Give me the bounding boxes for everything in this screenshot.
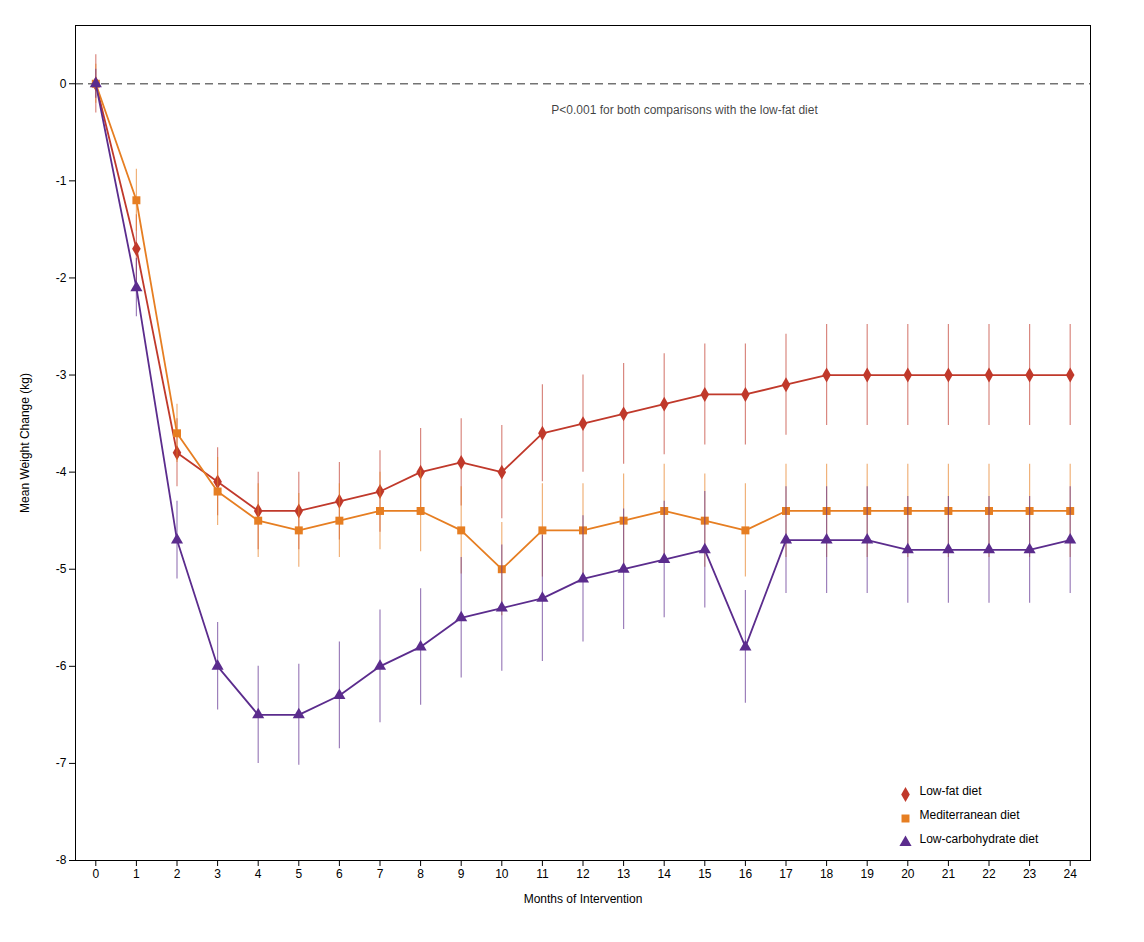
svg-text:-2: -2 [56,271,67,285]
svg-text:P<0.001 for both comparisons w: P<0.001 for both comparisons with the lo… [551,103,818,117]
svg-text:14: 14 [658,867,672,881]
svg-text:7: 7 [377,867,384,881]
svg-text:15: 15 [698,867,712,881]
svg-text:-7: -7 [56,756,67,770]
svg-text:10: 10 [495,867,509,881]
svg-text:22: 22 [982,867,996,881]
svg-text:Low-carbohydrate diet: Low-carbohydrate diet [920,832,1039,846]
svg-text:-1: -1 [56,174,67,188]
svg-text:8: 8 [417,867,424,881]
svg-text:6: 6 [336,867,343,881]
svg-text:21: 21 [942,867,956,881]
svg-text:Mean Weight Change (kg): Mean Weight Change (kg) [18,373,32,513]
svg-text:19: 19 [861,867,875,881]
svg-text:17: 17 [779,867,793,881]
svg-text:Mediterranean diet: Mediterranean diet [920,808,1021,822]
svg-text:-8: -8 [56,853,67,867]
svg-text:1: 1 [133,867,140,881]
svg-text:Months of Intervention: Months of Intervention [524,892,643,906]
svg-text:2: 2 [174,867,181,881]
svg-text:4: 4 [255,867,262,881]
svg-text:24: 24 [1064,867,1078,881]
svg-text:Low-fat diet: Low-fat diet [920,784,983,798]
svg-text:0: 0 [92,867,99,881]
svg-text:-4: -4 [56,465,67,479]
svg-text:-3: -3 [56,368,67,382]
svg-text:-6: -6 [56,659,67,673]
svg-text:0: 0 [60,77,67,91]
svg-text:13: 13 [617,867,631,881]
svg-text:11: 11 [536,867,549,881]
svg-text:-5: -5 [56,562,67,576]
svg-text:5: 5 [295,867,302,881]
svg-text:9: 9 [458,867,465,881]
svg-text:23: 23 [1023,867,1037,881]
svg-text:3: 3 [214,867,221,881]
svg-text:16: 16 [739,867,753,881]
svg-text:18: 18 [820,867,834,881]
svg-text:20: 20 [901,867,915,881]
svg-text:12: 12 [576,867,590,881]
